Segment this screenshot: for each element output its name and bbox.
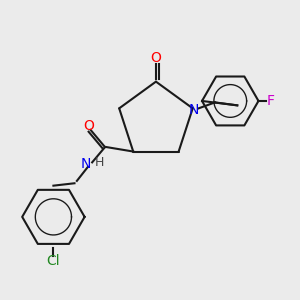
Text: O: O (84, 119, 94, 134)
Text: H: H (94, 156, 104, 169)
Text: O: O (151, 51, 161, 65)
Text: N: N (189, 103, 200, 117)
Text: N: N (80, 157, 91, 171)
Text: Cl: Cl (46, 254, 60, 268)
Text: F: F (266, 94, 274, 108)
